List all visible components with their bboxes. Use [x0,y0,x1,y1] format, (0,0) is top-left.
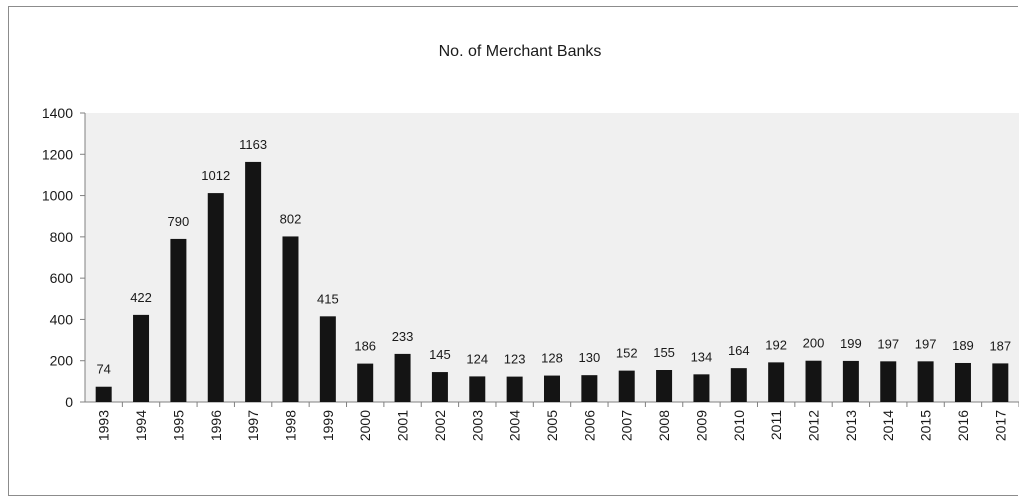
data-label-2017: 187 [989,338,1011,353]
data-label-2006: 130 [579,350,601,365]
data-label-2004: 123 [504,352,526,367]
data-label-2016: 189 [952,338,974,353]
data-label-2000: 186 [354,339,376,354]
bar-2000 [357,363,374,402]
y-tick-label: 200 [50,353,74,369]
data-label-2009: 134 [691,349,713,364]
data-label-1994: 422 [130,290,152,305]
x-tick-label-2009: 2009 [693,410,709,441]
x-tick-label-2013: 2013 [843,410,859,441]
data-label-1998: 802 [280,211,302,226]
x-tick-label-2001: 2001 [395,410,411,441]
bar-2003 [469,376,486,402]
data-label-2008: 155 [653,345,675,360]
bar-2017 [992,363,1009,402]
y-tick-label: 600 [50,270,74,286]
bar-2008 [656,370,673,402]
bar-2004 [506,376,523,402]
x-tick-label-1993: 1993 [96,410,112,441]
x-tick-label-2000: 2000 [357,410,373,441]
data-label-2011: 192 [765,337,787,352]
data-label-1997: 1163 [239,137,267,152]
bar-2012 [805,360,822,402]
bar-1997 [245,161,262,402]
chart-title: No. of Merchant Banks [439,43,602,60]
plot-area [85,113,1019,402]
bar-2007 [618,370,635,402]
x-tick-label-1995: 1995 [170,410,186,441]
y-tick-label: 1200 [42,146,73,162]
x-tick-label-2008: 2008 [656,410,672,441]
data-label-2003: 124 [466,351,488,366]
x-tick-label-2015: 2015 [918,410,934,441]
x-tick-label-1998: 1998 [282,410,298,441]
data-label-2010: 164 [728,343,750,358]
x-tick-label-1999: 1999 [320,410,336,441]
bar-2010 [730,368,747,402]
y-tick-label: 800 [50,229,74,245]
bar-1996 [207,193,224,402]
data-label-1995: 790 [168,214,190,229]
bar-2016 [954,362,971,402]
data-label-2014: 197 [877,336,899,351]
bar-1999 [319,316,336,402]
data-label-2005: 128 [541,351,563,366]
y-tick-label: 1000 [42,188,73,204]
data-label-1996: 1012 [201,168,230,183]
chart-frame: No. of Merchant Banks 0 200 400 600 800 1000 1… [8,6,1019,496]
bar-1993 [95,386,112,402]
x-tick-label-2011: 2011 [768,410,784,440]
x-tick-label-2012: 2012 [806,410,822,441]
data-label-2007: 152 [616,346,638,361]
x-tick-label-2007: 2007 [619,410,635,441]
x-tick-label-2016: 2016 [955,410,971,441]
y-tick-label: 400 [50,311,74,327]
data-label-2015: 197 [915,336,937,351]
y-tick-label: 1400 [42,105,73,121]
x-tick-label-1994: 1994 [133,410,149,441]
bar-2015 [917,361,934,402]
x-tick-label-2017: 2017 [992,410,1008,441]
bar-2009 [693,374,710,402]
bar-2002 [431,372,448,402]
x-tick-label-2005: 2005 [544,410,560,441]
x-tick-label-2006: 2006 [581,410,597,441]
bar-2014 [880,361,897,402]
x-tick-label-1996: 1996 [208,410,224,441]
bar-1998 [282,236,299,402]
x-tick-label-2002: 2002 [432,410,448,441]
x-tick-label-2004: 2004 [507,410,523,441]
bar-2005 [544,375,560,402]
bar-2011 [768,362,785,402]
x-tick-label-2003: 2003 [469,410,485,441]
bar-chart: No. of Merchant Banks 0 200 400 600 800 1000 1… [42,43,1019,441]
bar-2013 [842,360,859,402]
x-tick-label-2014: 2014 [880,410,896,441]
x-tick-label-1997: 1997 [245,410,261,441]
bar-2001 [394,353,411,402]
data-label-2002: 145 [429,347,451,362]
data-label-1999: 415 [317,291,339,306]
data-label-2013: 199 [840,336,862,351]
data-label-2012: 200 [803,336,825,351]
y-tick-label: 0 [65,394,73,410]
x-tick-label-2010: 2010 [731,410,747,441]
bar-1995 [170,238,187,402]
bar-2006 [581,375,598,402]
data-label-1993: 74 [96,362,110,377]
bar-1994 [133,314,150,402]
data-label-2001: 233 [392,329,414,344]
